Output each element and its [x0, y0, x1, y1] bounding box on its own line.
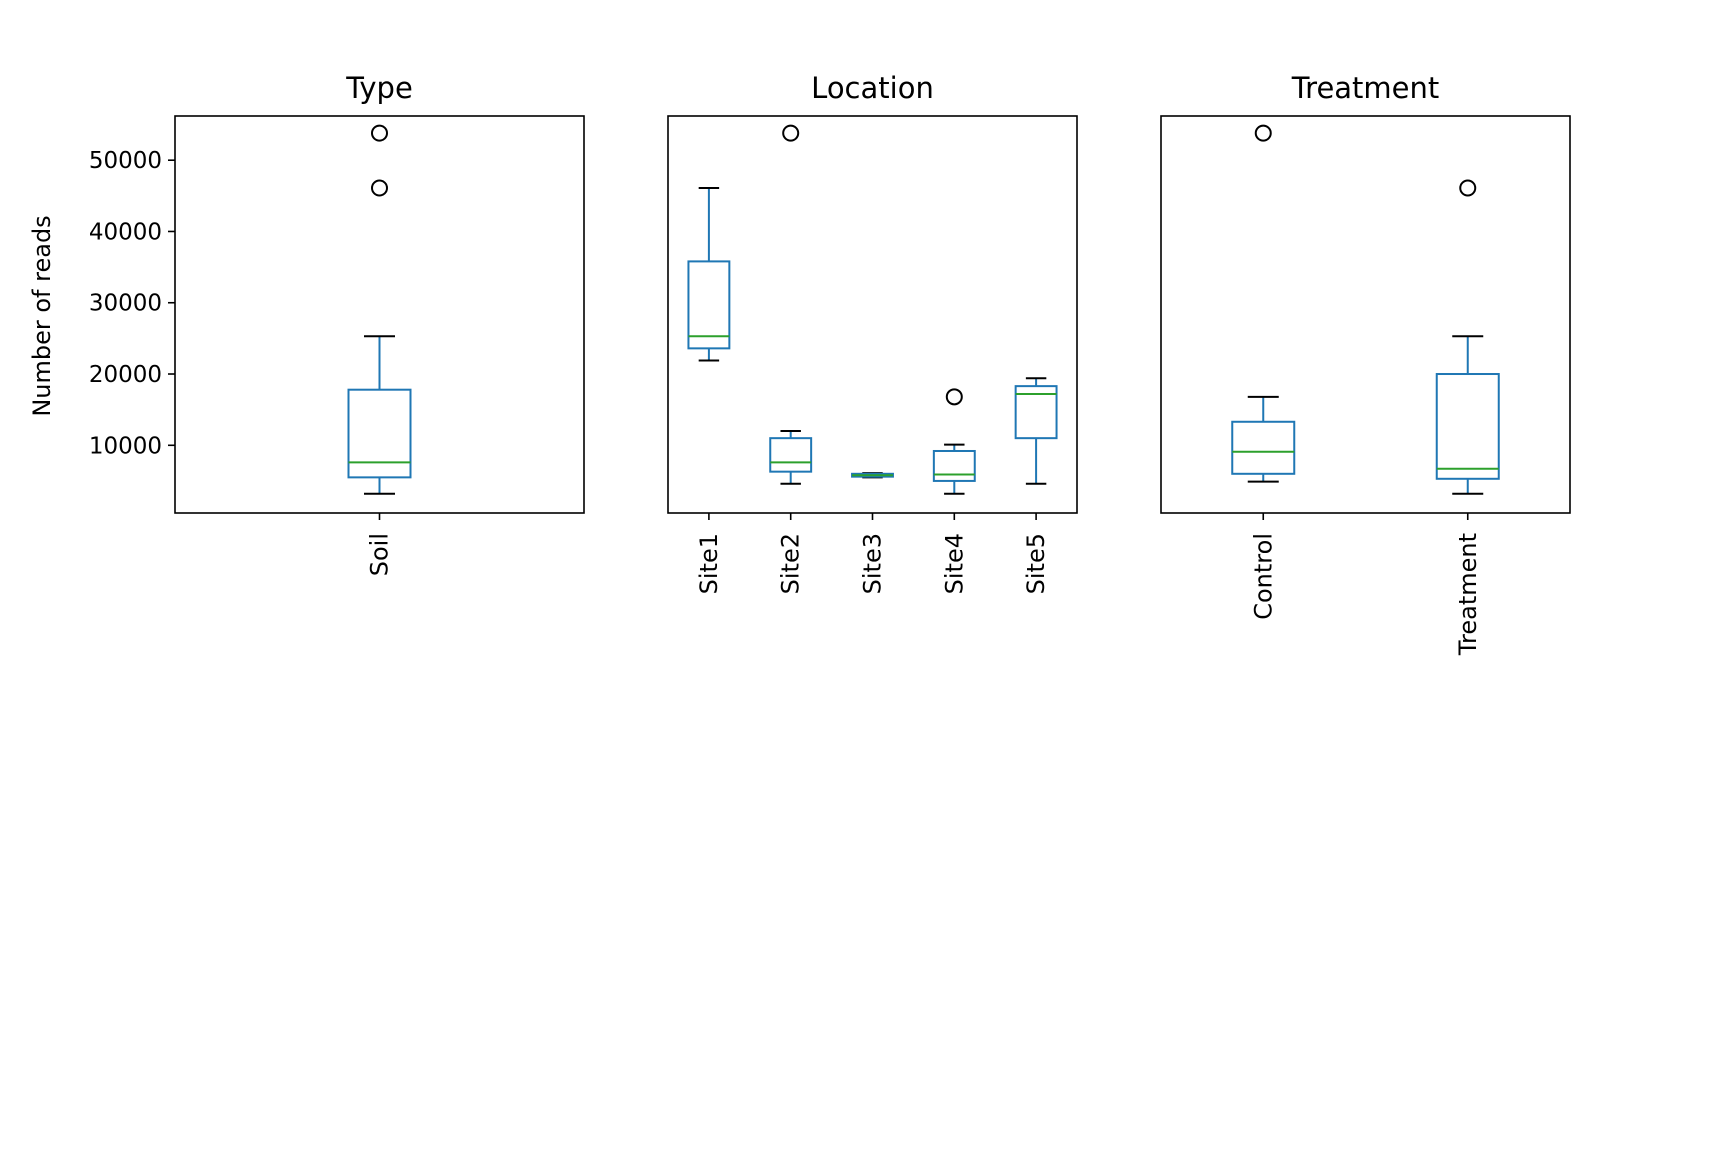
iqr-box [1435, 373, 1500, 480]
y-tick-label: 40000 [89, 219, 162, 245]
box-treatment: Treatment [1435, 179, 1500, 656]
axes-frame [174, 115, 585, 514]
y-axis-label: Number of reads [28, 215, 56, 416]
box-site4: Site4 [932, 388, 976, 594]
y-tick-label: 50000 [89, 148, 162, 174]
box-site5: Site5 [1014, 377, 1058, 594]
x-tick-label: Soil [366, 533, 394, 576]
panel-location: Location Site1 Site2 Site3 Site4 Site5 [667, 71, 1078, 594]
outlier-point [1459, 179, 1477, 197]
panel-title: Location [811, 71, 934, 105]
iqr-box [769, 437, 813, 473]
iqr-box [1014, 385, 1058, 440]
iqr-box [932, 449, 976, 482]
outlier-point [371, 124, 388, 142]
outlier-point [1254, 124, 1272, 142]
x-tick-label: Site1 [695, 533, 723, 594]
box-soil: Soil [347, 124, 412, 576]
box-site3: Site3 [851, 472, 894, 594]
box-site2: Site2 [769, 124, 813, 594]
panel-type: Type 10000 20000 30000 40000 50000 Soil [89, 71, 585, 576]
iqr-box [687, 260, 731, 350]
outlier-point [782, 124, 800, 142]
axes-frame [1160, 115, 1571, 514]
box-control: Control [1231, 124, 1296, 620]
outlier-point [371, 179, 388, 197]
x-tick-label: Site2 [777, 533, 805, 594]
x-tick-label: Site5 [1022, 533, 1050, 594]
x-tick-label: Site4 [940, 533, 968, 594]
x-tick-label: Control [1249, 533, 1277, 620]
panel-title: Type [345, 71, 413, 105]
iqr-box [1231, 420, 1296, 475]
iqr-box [347, 388, 412, 479]
y-tick-label: 10000 [89, 433, 162, 459]
y-tick-label: 30000 [89, 291, 162, 317]
box-site1: Site1 [687, 186, 731, 594]
panel-title: Treatment [1291, 71, 1440, 105]
y-tick-label: 20000 [89, 362, 162, 388]
panels: Type 10000 20000 30000 40000 50000 Soil Locatio… [89, 71, 1571, 656]
x-tick-label: Treatment [1454, 533, 1482, 656]
outlier-point [945, 388, 963, 406]
x-tick-label: Site3 [859, 533, 887, 594]
panel-treatment: Treatment Control Treatment [1160, 71, 1571, 656]
